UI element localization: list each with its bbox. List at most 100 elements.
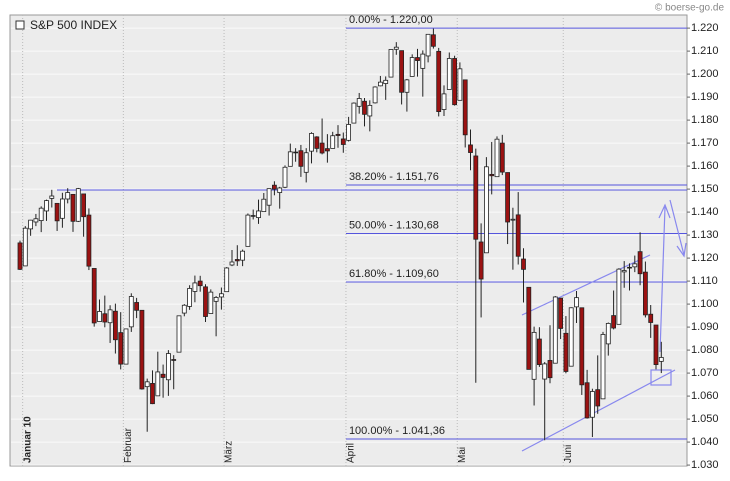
candle-body xyxy=(537,338,542,365)
candle-body xyxy=(266,188,272,206)
candle-body xyxy=(261,198,267,213)
candle-body xyxy=(441,93,447,110)
fib-label: 0.00% - 1.220,00 xyxy=(349,14,433,26)
y-axis: 1.030 1.040 1.050 1.060 1.070 1.080 1.090 1.100… xyxy=(687,22,719,471)
candle-body xyxy=(218,293,224,298)
candle-body xyxy=(473,155,479,240)
candle-body xyxy=(568,307,574,367)
candle-body xyxy=(531,331,537,380)
candle-body xyxy=(128,296,134,328)
candle-body xyxy=(489,173,495,177)
candle-body xyxy=(319,142,325,154)
candle-body xyxy=(605,323,611,345)
candle-body xyxy=(240,250,246,261)
candle-body xyxy=(250,215,256,217)
candle-body xyxy=(187,288,193,307)
y-tick-label: 1.030 xyxy=(691,459,719,471)
candle-body xyxy=(452,58,458,106)
candle-body xyxy=(340,138,346,145)
candle-body xyxy=(658,357,664,362)
y-tick-label: 1.090 xyxy=(691,321,719,333)
candle-body xyxy=(277,187,283,193)
candle-body xyxy=(552,296,558,364)
candle-body xyxy=(590,391,595,418)
candle-body xyxy=(574,297,579,308)
candle-body xyxy=(420,53,426,69)
candle-body xyxy=(483,166,489,254)
candle-body xyxy=(404,79,410,93)
x-tick-label: Januar 10 xyxy=(22,416,33,463)
candle-body xyxy=(208,291,214,314)
candle-body xyxy=(584,382,590,419)
candle-body xyxy=(123,328,129,365)
candle-body xyxy=(521,258,526,270)
candles xyxy=(17,28,664,441)
candle-body xyxy=(38,207,44,222)
channel-line xyxy=(521,254,651,316)
candle-body xyxy=(595,389,601,407)
candle-body xyxy=(494,138,500,178)
candle-body xyxy=(499,142,505,173)
candle-body xyxy=(468,144,473,153)
y-tick-label: 1.170 xyxy=(691,137,719,149)
y-tick-label: 1.100 xyxy=(691,298,719,310)
candle-body xyxy=(542,363,548,380)
candle-body xyxy=(637,251,643,275)
candle-body xyxy=(356,98,362,107)
candle-body xyxy=(224,267,230,293)
candle-body xyxy=(547,360,553,379)
candle-body xyxy=(49,195,55,199)
candle-body xyxy=(65,192,71,200)
candle-body xyxy=(393,46,399,50)
candle-body xyxy=(60,198,65,219)
candle-body xyxy=(118,332,124,365)
candle-body xyxy=(256,210,261,219)
x-tick-label: Juni xyxy=(563,445,574,463)
fib-label: 100.00% - 1.041,36 xyxy=(349,425,445,437)
candle-body xyxy=(388,49,394,78)
candle-body xyxy=(611,315,616,329)
candle-body xyxy=(298,150,304,167)
candle-body xyxy=(213,297,219,302)
fib-label: 38.20% - 1.151,76 xyxy=(349,171,439,183)
candle-body xyxy=(346,124,352,141)
candle-body xyxy=(176,315,182,353)
candle-body xyxy=(324,148,330,152)
candle-body xyxy=(383,79,389,84)
fib-label: 50.00% - 1.130,68 xyxy=(349,219,439,231)
arrow xyxy=(658,203,671,353)
y-tick-label: 1.050 xyxy=(691,413,719,425)
candle-body xyxy=(102,313,108,323)
candle-body xyxy=(234,259,240,262)
candle-body xyxy=(107,309,113,324)
x-tick-label: April xyxy=(346,443,357,463)
candle-body xyxy=(75,188,81,222)
fib-label: 61.80% - 1.109,60 xyxy=(349,268,439,280)
y-tick-label: 1.200 xyxy=(691,68,719,80)
candle-body xyxy=(653,324,659,365)
candle-body xyxy=(134,302,140,311)
candle-body xyxy=(616,268,622,325)
x-tick-label: März xyxy=(224,441,235,463)
y-tick-label: 1.070 xyxy=(691,367,719,379)
y-tick-label: 1.140 xyxy=(691,206,719,218)
candle-body xyxy=(303,152,309,173)
candle-body xyxy=(558,297,563,329)
candle-body xyxy=(81,193,86,218)
candle-body xyxy=(446,58,452,90)
candle-body xyxy=(621,270,627,273)
candle-body xyxy=(17,242,23,270)
candle-body xyxy=(245,214,251,247)
candle-body xyxy=(367,104,373,117)
source: © boerse-go.de xyxy=(655,3,725,14)
candle-body xyxy=(70,193,76,222)
candle-body xyxy=(287,151,293,167)
y-tick-label: 1.150 xyxy=(691,183,719,195)
y-tick-label: 1.060 xyxy=(691,390,719,402)
candle-body xyxy=(28,219,34,230)
arrow xyxy=(669,199,687,258)
channel-line xyxy=(521,369,676,452)
candle-body xyxy=(155,371,161,397)
candle-body xyxy=(526,286,532,370)
